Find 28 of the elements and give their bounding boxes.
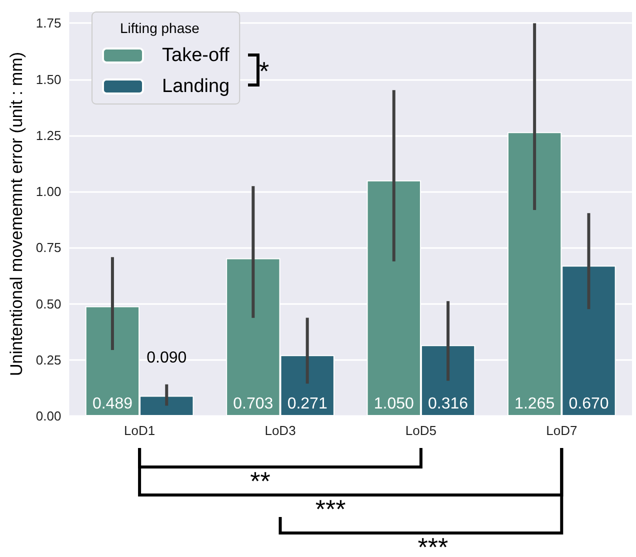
x-tick-label: LoD1 [124, 423, 156, 438]
y-tick-label: 0.25 [36, 352, 62, 368]
x-tick-label: LoD5 [405, 423, 436, 438]
data-label: 0.670 [568, 396, 609, 412]
x-tick-label: LoD7 [546, 423, 578, 438]
y-tick-label: 0.50 [36, 296, 62, 312]
data-label: 0.316 [428, 396, 468, 412]
y-tick-label: 1.50 [36, 72, 62, 87]
annotation: * [259, 56, 270, 86]
y-tick-label: 1.00 [36, 184, 62, 200]
data-label: 0.489 [92, 396, 133, 412]
legend-label: Landing [162, 76, 230, 97]
data-label: 0.090 [146, 349, 187, 366]
data-label: 1.050 [374, 396, 414, 412]
data-label: 0.271 [287, 396, 328, 412]
text: *** [418, 532, 448, 557]
legend-label: Take-off [162, 45, 230, 66]
text: ** [250, 466, 270, 496]
y-tick-label: 0.00 [36, 408, 62, 424]
text: *** [315, 494, 346, 524]
data-label: 0.703 [233, 396, 274, 412]
legend-title: Lifting phase [120, 20, 200, 36]
y-tick-label: 0.75 [36, 240, 62, 256]
y-tick-label: 1.25 [36, 128, 62, 143]
x-tick-label: LoD3 [264, 423, 296, 438]
data-label: 1.265 [514, 396, 555, 412]
y-tick-label: 1.75 [36, 16, 62, 31]
y-axis-title: Unintentional movememnt error (unit : mm) [7, 52, 26, 376]
